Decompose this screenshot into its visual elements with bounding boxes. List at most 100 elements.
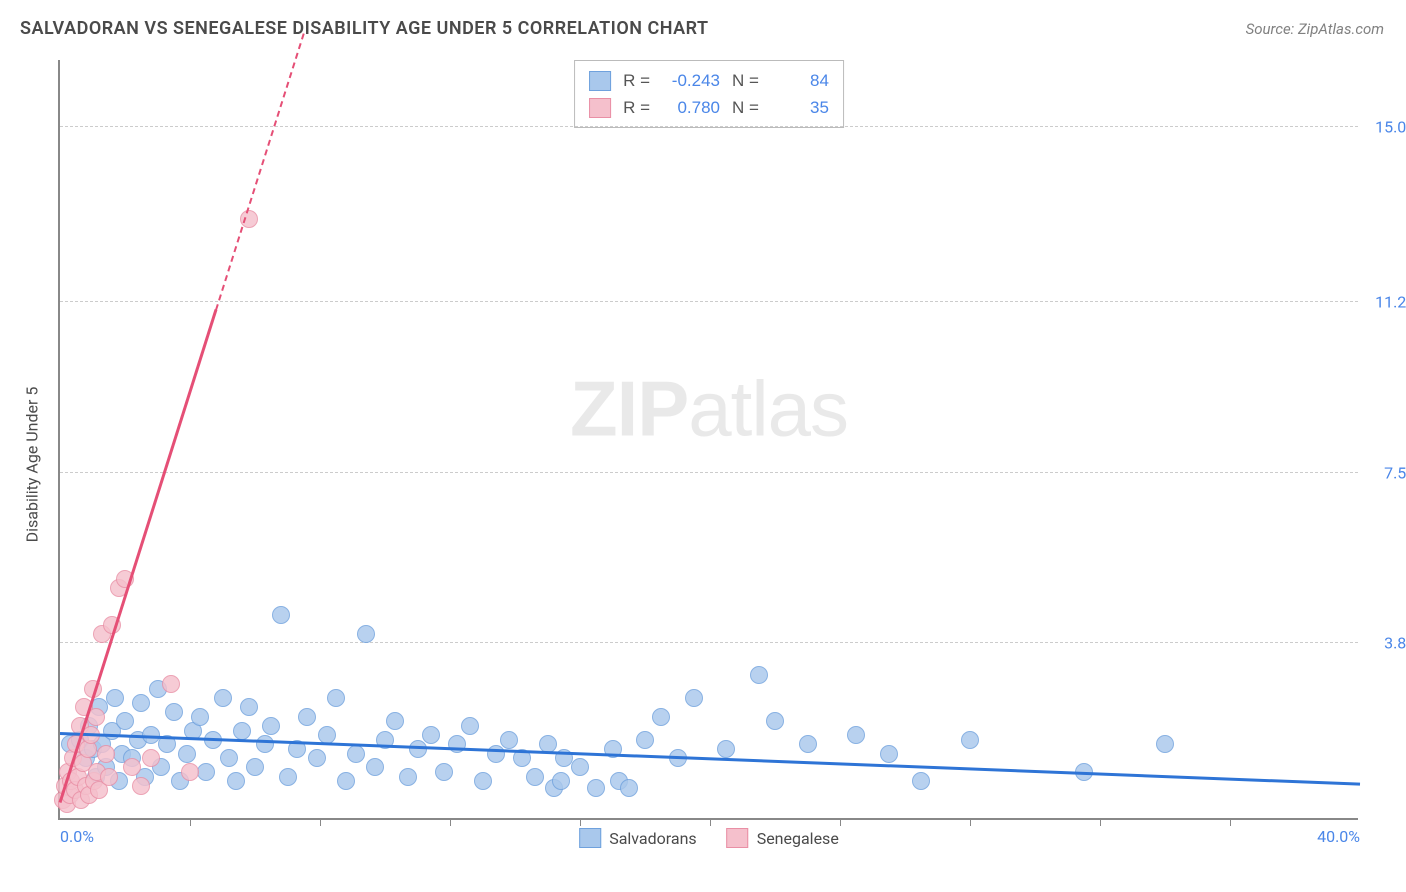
data-point-salvadorans [587, 779, 605, 797]
data-point-salvadorans [132, 694, 150, 712]
data-point-salvadorans [1156, 735, 1174, 753]
data-point-salvadorans [298, 708, 316, 726]
data-point-salvadorans [552, 772, 570, 790]
data-point-senegalese [100, 768, 118, 786]
data-point-salvadorans [308, 749, 326, 767]
stat-r-value: 0.780 [662, 94, 720, 121]
plot-area: ZIPatlas R = -0.243 N = 84 R = 0.780 N =… [58, 60, 1358, 820]
data-point-salvadorans [197, 763, 215, 781]
data-point-salvadorans [214, 689, 232, 707]
data-point-salvadorans [178, 745, 196, 763]
data-point-salvadorans [912, 772, 930, 790]
legend-swatch [579, 828, 601, 848]
y-tick-label: 15.0% [1366, 118, 1406, 137]
gridline-horizontal [60, 472, 1358, 473]
data-point-salvadorans [220, 749, 238, 767]
data-point-salvadorans [233, 722, 251, 740]
data-point-salvadorans [685, 689, 703, 707]
watermark-light: atlas [688, 364, 848, 452]
data-point-salvadorans [961, 731, 979, 749]
legend-label: Senegalese [757, 829, 839, 848]
stat-r-value: -0.243 [662, 67, 720, 94]
data-point-salvadorans [386, 712, 404, 730]
x-tick-label: 40.0% [1317, 827, 1360, 846]
data-point-salvadorans [347, 745, 365, 763]
data-point-salvadorans [652, 708, 670, 726]
data-point-salvadorans [272, 606, 290, 624]
data-point-salvadorans [474, 772, 492, 790]
legend-label: Salvadorans [609, 829, 696, 848]
data-point-salvadorans [571, 758, 589, 776]
data-point-senegalese [142, 749, 160, 767]
data-point-salvadorans [262, 717, 280, 735]
data-point-salvadorans [750, 666, 768, 684]
data-point-salvadorans [766, 712, 784, 730]
stat-row-senegalese: R = 0.780 N = 35 [589, 94, 829, 121]
stat-r-label: R = [623, 94, 650, 121]
data-point-salvadorans [357, 625, 375, 643]
data-point-salvadorans [847, 726, 865, 744]
correlation-stat-box: R = -0.243 N = 84 R = 0.780 N = 35 [574, 60, 844, 128]
data-point-salvadorans [106, 689, 124, 707]
stat-n-label: N = [732, 67, 759, 94]
data-point-salvadorans [399, 768, 417, 786]
x-tick-label: 0.0% [60, 827, 94, 846]
data-point-salvadorans [327, 689, 345, 707]
legend-item-salvadorans: Salvadorans [579, 828, 696, 848]
data-point-salvadorans [636, 731, 654, 749]
data-point-salvadorans [279, 768, 297, 786]
gridline-horizontal [60, 126, 1358, 127]
data-point-salvadorans [227, 772, 245, 790]
data-point-senegalese [132, 777, 150, 795]
data-point-salvadorans [461, 717, 479, 735]
stat-swatch-salvadorans [589, 71, 611, 91]
chart-container: Disability Age Under 5 ZIPatlas R = -0.2… [50, 60, 1390, 850]
x-minor-tick [1230, 818, 1231, 826]
data-point-salvadorans [500, 731, 518, 749]
x-minor-tick [190, 818, 191, 826]
stat-r-label: R = [623, 67, 650, 94]
x-minor-tick [580, 818, 581, 826]
x-minor-tick [450, 818, 451, 826]
data-point-salvadorans [256, 735, 274, 753]
x-minor-tick [840, 818, 841, 826]
data-point-salvadorans [191, 708, 209, 726]
legend-item-senegalese: Senegalese [727, 828, 839, 848]
watermark-bold: ZIP [570, 364, 688, 452]
stat-swatch-senegalese [589, 98, 611, 118]
source-name: ZipAtlas.com [1298, 20, 1384, 38]
y-tick-label: 11.2% [1366, 293, 1406, 312]
gridline-horizontal [60, 301, 1358, 302]
x-minor-tick [320, 818, 321, 826]
data-point-salvadorans [880, 745, 898, 763]
data-point-salvadorans [435, 763, 453, 781]
data-point-salvadorans [799, 735, 817, 753]
stat-n-value: 35 [771, 94, 829, 121]
data-point-salvadorans [620, 779, 638, 797]
data-point-salvadorans [526, 768, 544, 786]
data-point-salvadorans [717, 740, 735, 758]
gridline-horizontal [60, 642, 1358, 643]
chart-header: SALVADORAN VS SENEGALESE DISABILITY AGE … [0, 0, 1406, 49]
stat-n-label: N = [732, 94, 759, 121]
chart-title: SALVADORAN VS SENEGALESE DISABILITY AGE … [20, 18, 709, 39]
data-point-salvadorans [366, 758, 384, 776]
x-minor-tick [1100, 818, 1101, 826]
legend: Salvadorans Senegalese [579, 828, 839, 848]
data-point-salvadorans [246, 758, 264, 776]
legend-swatch [727, 828, 749, 848]
data-point-senegalese [162, 675, 180, 693]
trend-line [215, 34, 305, 311]
data-point-senegalese [181, 763, 199, 781]
source-prefix: Source: [1246, 20, 1298, 38]
watermark: ZIPatlas [570, 363, 848, 454]
y-tick-label: 7.5% [1366, 463, 1406, 482]
y-axis-label: Disability Age Under 5 [23, 387, 42, 543]
stat-n-value: 84 [771, 67, 829, 94]
data-point-salvadorans [422, 726, 440, 744]
data-point-senegalese [97, 745, 115, 763]
stat-row-salvadorans: R = -0.243 N = 84 [589, 67, 829, 94]
y-tick-label: 3.8% [1366, 633, 1406, 652]
x-minor-tick [970, 818, 971, 826]
data-point-salvadorans [337, 772, 355, 790]
